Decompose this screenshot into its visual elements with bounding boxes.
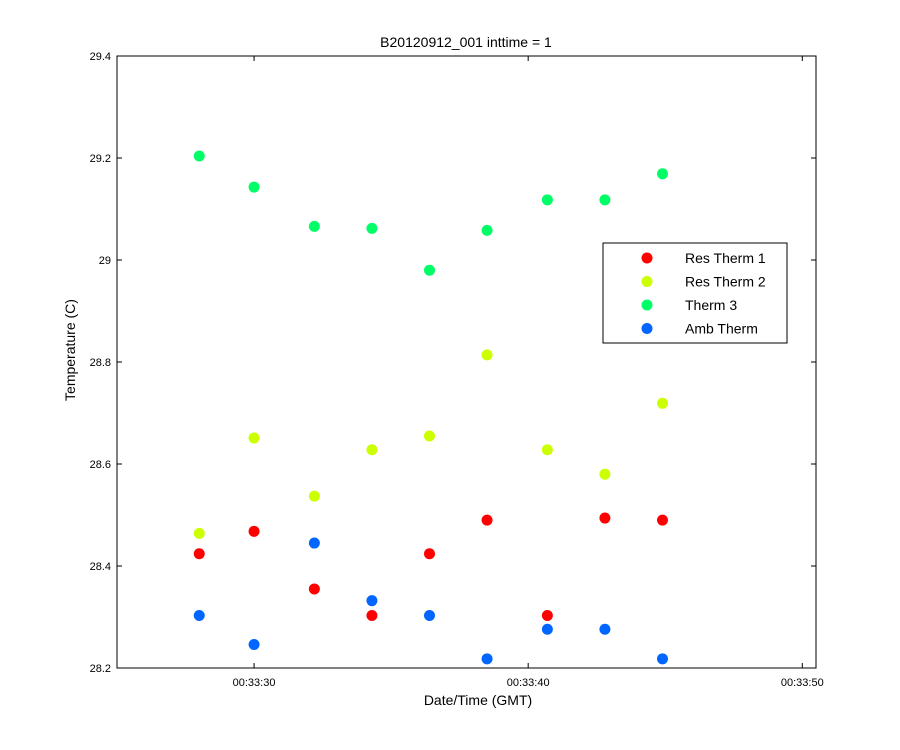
data-point-res-therm-1: [541, 609, 553, 621]
data-point-amb-therm: [656, 653, 668, 665]
y-tick-label: 28.8: [90, 357, 111, 369]
y-tick-label: 28.4: [90, 561, 111, 573]
data-point-res-therm-1: [308, 583, 320, 595]
x-axis: 00:33:30 00:33:40 00:33:50: [233, 56, 824, 689]
y-tick-label: 29.2: [90, 153, 111, 165]
data-point-amb-therm: [541, 623, 553, 635]
legend-label-amb-therm: Amb Therm: [685, 321, 758, 337]
data-point-res-therm-1: [366, 609, 378, 621]
data-point-res-therm-1: [656, 514, 668, 526]
data-point-amb-therm: [308, 537, 320, 549]
data-point-res-therm-1: [248, 525, 260, 537]
data-point-res-therm-2: [541, 444, 553, 456]
y-tick-label: 29.4: [90, 51, 111, 63]
y-tick-label: 28.6: [90, 459, 111, 471]
data-point-res-therm-2: [248, 432, 260, 444]
data-point-amb-therm: [366, 595, 378, 607]
x-tick-label: 00:33:50: [781, 677, 824, 689]
data-point-res-therm-1: [599, 512, 611, 524]
data-point-res-therm-1: [481, 514, 493, 526]
y-tick-label: 28.2: [90, 663, 111, 675]
data-point-res-therm-2: [423, 430, 435, 442]
chart-title: B20120912_001 inttime = 1: [380, 34, 552, 50]
x-tick-label: 00:33:40: [507, 677, 550, 689]
data-point-res-therm-2: [193, 527, 205, 539]
legend: Res Therm 1 Res Therm 2 Therm 3 Amb Therm: [602, 242, 788, 344]
legend-marker-therm-3: [641, 299, 653, 311]
x-tick-label: 00:33:30: [233, 677, 276, 689]
data-point-therm-3: [599, 194, 611, 206]
data-point-therm-3: [656, 168, 668, 180]
data-point-therm-3: [423, 264, 435, 276]
y-axis: 28.2 28.4 28.6 28.8 29 29.2 29.4: [90, 51, 816, 675]
data-point-res-therm-1: [423, 548, 435, 560]
x-axis-label: Date/Time (GMT): [424, 692, 532, 708]
data-point-therm-3: [193, 150, 205, 162]
data-point-amb-therm: [599, 623, 611, 635]
data-point-therm-3: [481, 224, 493, 236]
legend-marker-res-therm-2: [641, 276, 653, 287]
legend-label-res-therm-1: Res Therm 1: [685, 250, 766, 266]
data-point-therm-3: [541, 194, 553, 206]
legend-marker-res-therm-1: [641, 252, 653, 264]
legend-marker-amb-therm: [641, 323, 653, 334]
data-point-res-therm-2: [481, 349, 493, 361]
data-point-res-therm-2: [599, 468, 611, 480]
data-point-res-therm-2: [366, 444, 378, 456]
y-tick-label: 29: [99, 255, 111, 267]
data-point-amb-therm: [193, 609, 205, 621]
data-point-res-therm-2: [656, 397, 668, 409]
y-axis-label: Temperature (C): [62, 299, 78, 401]
data-point-therm-3: [248, 181, 260, 193]
legend-label-res-therm-2: Res Therm 2: [685, 274, 766, 290]
data-point-amb-therm: [481, 653, 493, 665]
data-point-therm-3: [366, 222, 378, 234]
legend-box: [602, 242, 788, 344]
data-point-res-therm-1: [193, 548, 205, 560]
legend-label-therm-3: Therm 3: [685, 297, 737, 313]
data-points: [193, 150, 668, 665]
data-point-res-therm-2: [308, 490, 320, 502]
data-point-amb-therm: [423, 609, 435, 621]
data-point-therm-3: [308, 220, 320, 232]
data-point-amb-therm: [248, 639, 260, 651]
plot-area: [116, 55, 817, 669]
